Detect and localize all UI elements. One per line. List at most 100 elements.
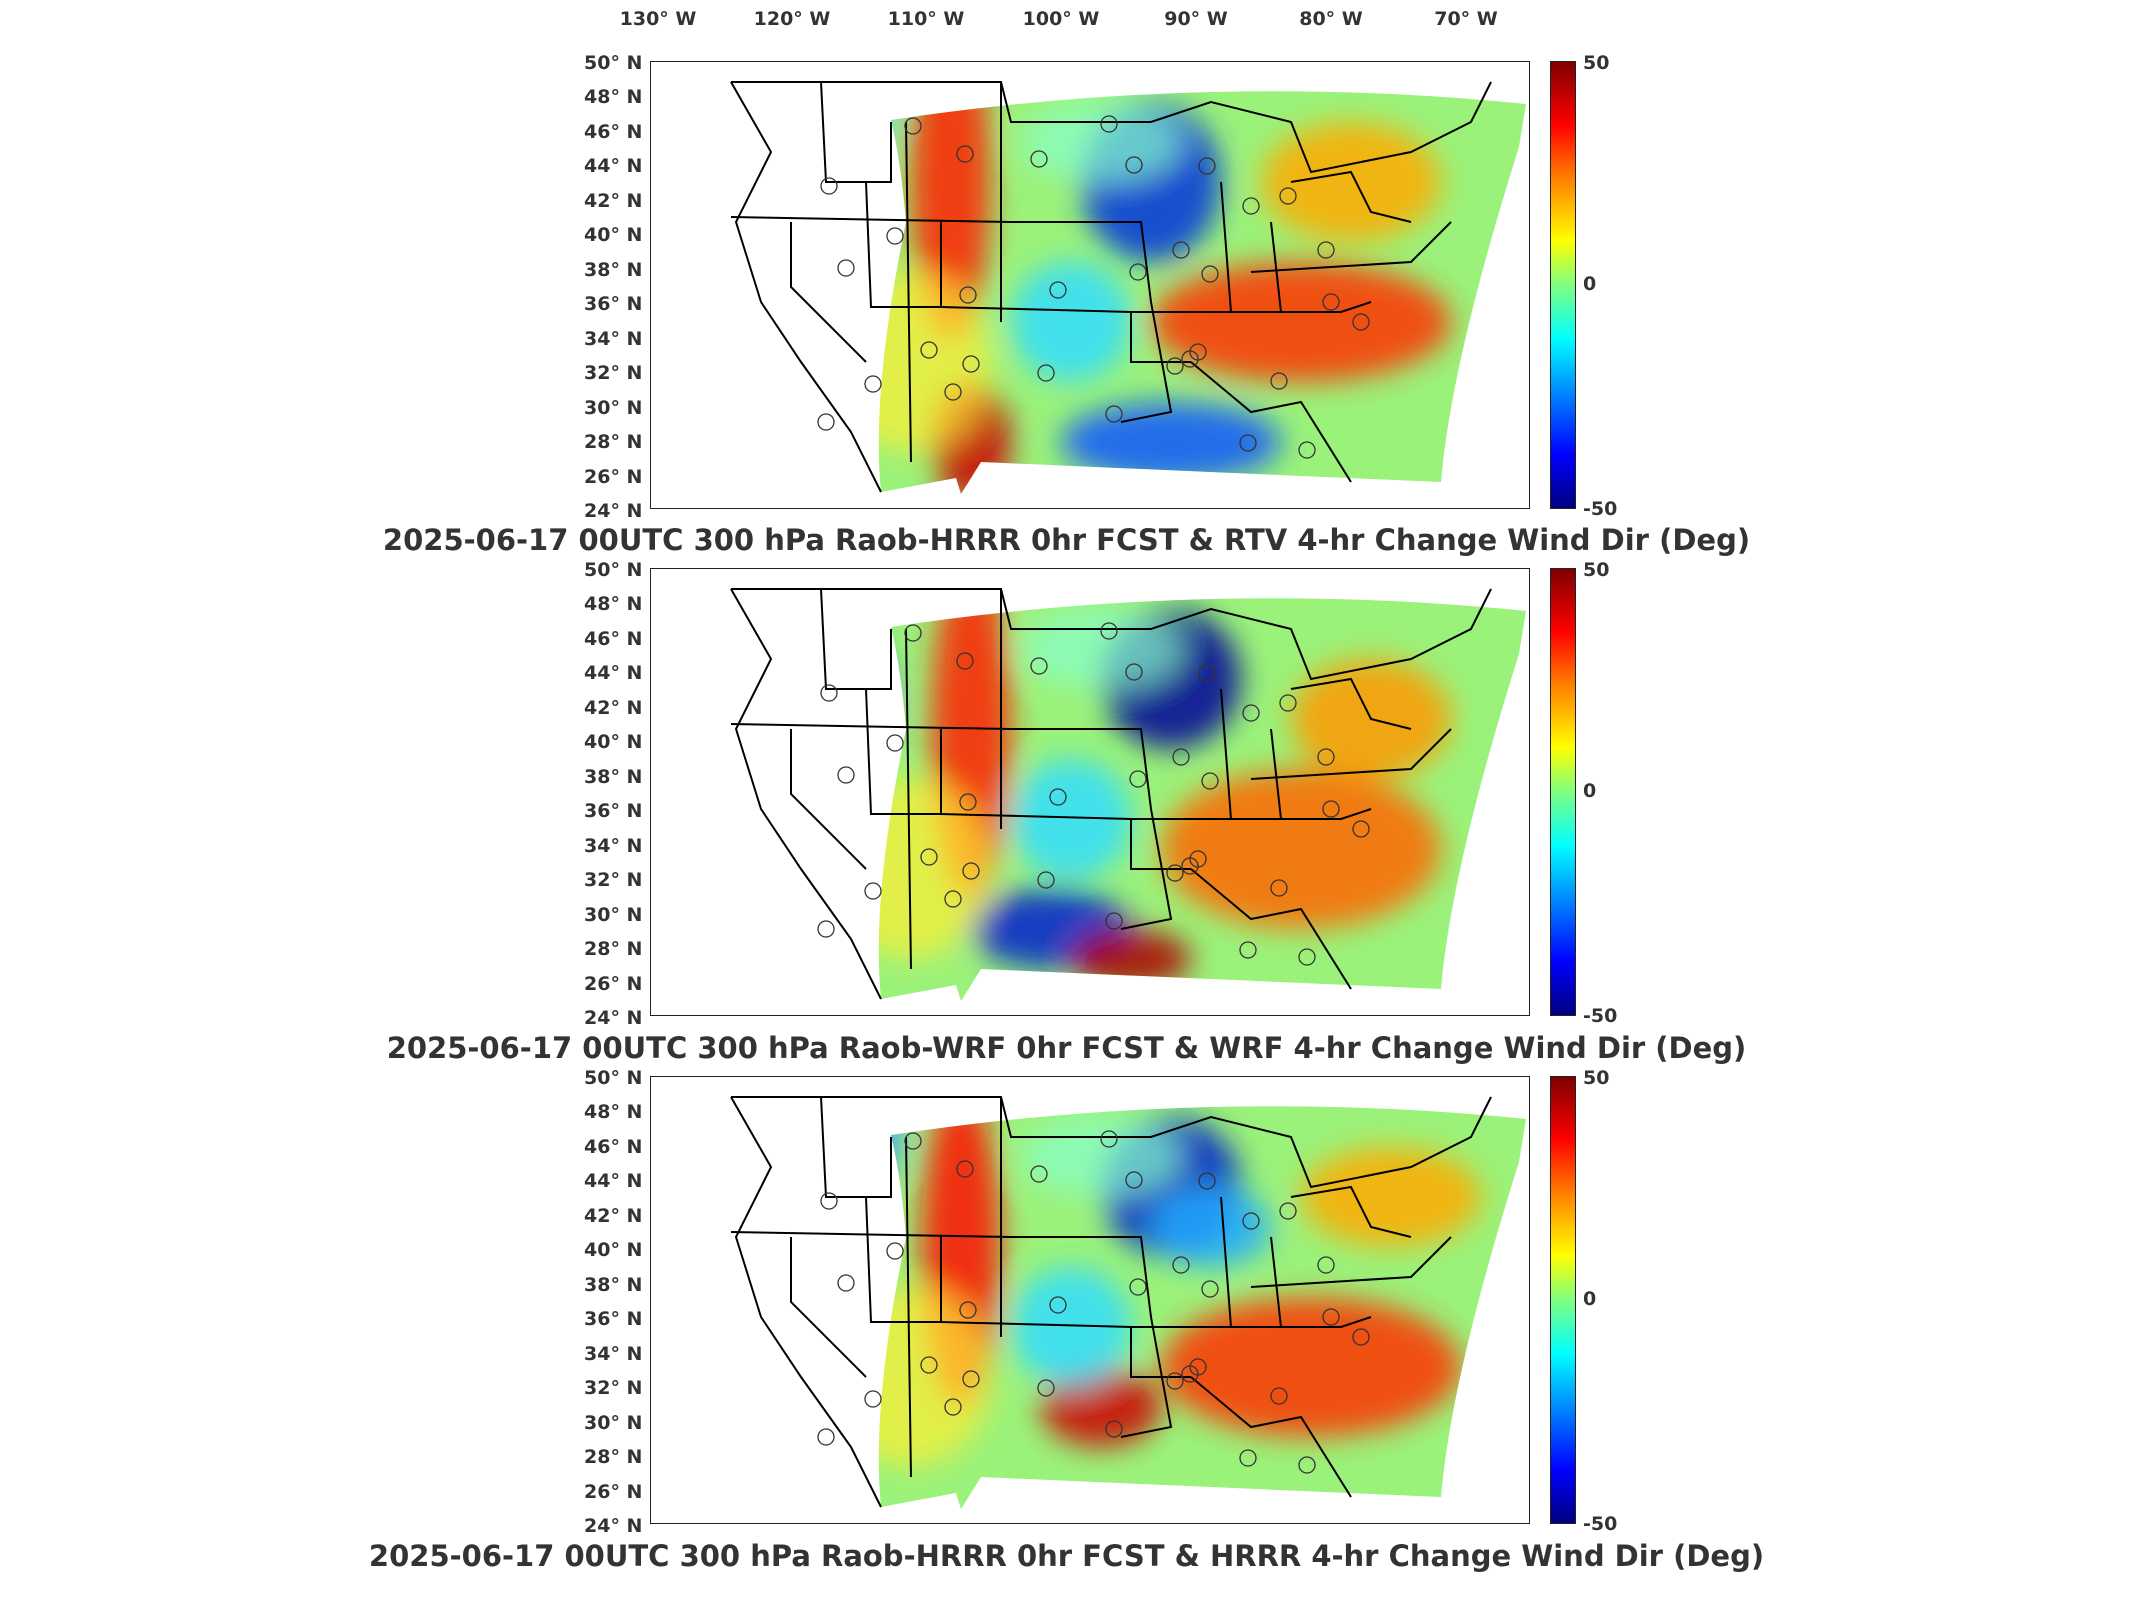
lat-label: 32° N bbox=[584, 869, 643, 892]
lat-label: 34° N bbox=[584, 1342, 643, 1365]
lat-label: 46° N bbox=[584, 1135, 643, 1158]
map-svg bbox=[730, 81, 1526, 494]
boundary-line bbox=[1270, 728, 1282, 820]
station-marker bbox=[817, 413, 835, 431]
boundary-line bbox=[1131, 1316, 1372, 1328]
station-marker bbox=[1030, 657, 1048, 675]
lat-label: 48° N bbox=[584, 593, 643, 616]
boundary-line bbox=[1011, 728, 1152, 810]
state-boundaries bbox=[730, 81, 1492, 493]
colorbar-min-label: -50 bbox=[1583, 1513, 1618, 1535]
station-marker bbox=[956, 1160, 974, 1178]
lat-label: 42° N bbox=[584, 696, 643, 719]
data-field bbox=[878, 91, 1526, 494]
lat-label: 46° N bbox=[584, 120, 643, 143]
boundary-line bbox=[1250, 221, 1452, 273]
station-marker bbox=[1172, 241, 1190, 259]
lat-label: 46° N bbox=[584, 627, 643, 650]
boundary-line bbox=[905, 1136, 912, 1478]
station-marker bbox=[1166, 1372, 1184, 1390]
colorbar bbox=[1550, 1076, 1576, 1524]
station-marker bbox=[1037, 871, 1055, 889]
lat-label: 30° N bbox=[584, 903, 643, 926]
boundary-line bbox=[905, 121, 912, 463]
station-marker bbox=[820, 1192, 838, 1210]
station-marker bbox=[959, 1301, 977, 1319]
boundary-line bbox=[731, 1096, 1492, 1189]
lat-label: 48° N bbox=[584, 1101, 643, 1124]
lat-label: 44° N bbox=[584, 155, 643, 178]
boundary-line bbox=[1220, 181, 1232, 313]
panel-title: 2025-06-17 00UTC 300 hPa Raob-HRRR 0hr F… bbox=[368, 1539, 1765, 1573]
boundary-line bbox=[730, 1231, 1012, 1238]
data-field bbox=[878, 598, 1526, 1001]
boundary-line bbox=[730, 1096, 882, 1508]
colorbar-mid-label: 0 bbox=[1583, 1288, 1597, 1310]
station-marker bbox=[959, 793, 977, 811]
boundary-line bbox=[865, 1196, 942, 1323]
raob-stations bbox=[817, 115, 1370, 459]
lat-label: 40° N bbox=[584, 224, 643, 247]
state-boundaries bbox=[730, 588, 1492, 1000]
station-marker bbox=[1270, 879, 1288, 897]
station-marker bbox=[1298, 441, 1316, 459]
boundary-line bbox=[1290, 677, 1412, 730]
boundary-line bbox=[790, 729, 867, 870]
lon-label: 120° W bbox=[753, 8, 831, 30]
station-marker bbox=[1270, 1387, 1288, 1405]
field-blob bbox=[1261, 122, 1441, 242]
boundary-line bbox=[1131, 808, 1372, 820]
lat-label: 34° N bbox=[584, 834, 643, 857]
station-marker bbox=[1242, 1212, 1260, 1230]
station-marker bbox=[944, 890, 962, 908]
colorbar-max-label: 50 bbox=[1583, 1067, 1610, 1089]
station-marker bbox=[904, 117, 922, 135]
boundary-line bbox=[730, 588, 882, 1000]
station-marker bbox=[1270, 372, 1288, 390]
station-marker bbox=[1317, 748, 1335, 766]
station-marker bbox=[920, 1356, 938, 1374]
lat-label: 36° N bbox=[584, 1308, 643, 1331]
field-blob bbox=[878, 629, 891, 769]
colorbar bbox=[1550, 61, 1576, 509]
station-marker bbox=[1100, 622, 1118, 640]
boundary-line bbox=[820, 588, 892, 690]
boundary-line bbox=[865, 181, 942, 308]
boundary-line bbox=[820, 81, 892, 183]
station-marker bbox=[820, 177, 838, 195]
station-marker bbox=[1201, 1280, 1219, 1298]
station-marker bbox=[1352, 1328, 1370, 1346]
field-blob bbox=[878, 1106, 901, 1197]
lon-label: 130° W bbox=[619, 8, 697, 30]
raob-stations bbox=[817, 1130, 1370, 1474]
field-blob bbox=[1061, 402, 1281, 482]
field-blob bbox=[1011, 262, 1131, 382]
station-marker bbox=[1105, 405, 1123, 423]
station-marker bbox=[1352, 820, 1370, 838]
station-marker bbox=[1105, 1420, 1123, 1438]
station-marker bbox=[1189, 343, 1207, 361]
boundary-line bbox=[1120, 1316, 1173, 1438]
lon-label: 90° W bbox=[1164, 8, 1228, 30]
map-frame bbox=[650, 61, 1530, 509]
station-marker bbox=[886, 227, 904, 245]
station-marker bbox=[904, 624, 922, 642]
station-marker bbox=[1298, 948, 1316, 966]
station-marker bbox=[1279, 694, 1297, 712]
lat-label: 42° N bbox=[584, 189, 643, 212]
station-marker bbox=[837, 259, 855, 277]
station-marker bbox=[1242, 197, 1260, 215]
raob-stations bbox=[817, 622, 1370, 966]
station-marker bbox=[1322, 800, 1340, 818]
field-blob bbox=[878, 779, 991, 959]
station-marker bbox=[1198, 157, 1216, 175]
station-marker bbox=[1129, 1278, 1147, 1296]
map-frame bbox=[650, 568, 1530, 1016]
station-marker bbox=[1049, 788, 1067, 806]
colorbar-min-label: -50 bbox=[1583, 498, 1618, 520]
boundary-line bbox=[1120, 301, 1173, 423]
station-marker bbox=[1322, 1308, 1340, 1326]
boundary-line bbox=[1120, 808, 1173, 930]
station-marker bbox=[1201, 772, 1219, 790]
lat-label: 36° N bbox=[584, 293, 643, 316]
